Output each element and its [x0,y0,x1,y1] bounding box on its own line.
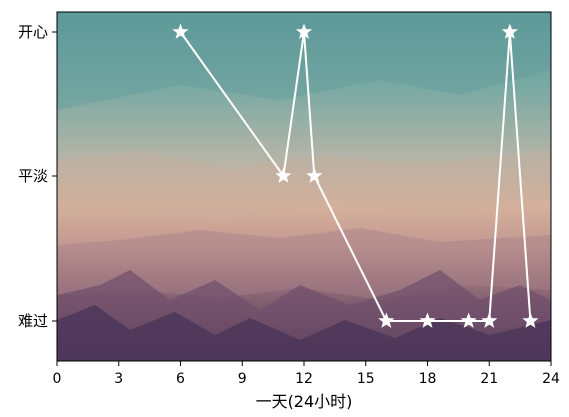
data-point-star [460,312,477,328]
x-axis: 0 3 6 9 12 15 18 21 24 [53,361,560,387]
data-point-star [378,312,395,328]
series-line [179,31,532,322]
x-tick-label: 0 [53,371,62,387]
y-tick-label: 平淡 [18,167,48,185]
x-tick-label: 15 [357,371,375,387]
plot-background [57,12,551,361]
y-tick-label: 开心 [18,23,48,41]
x-tick-label: 21 [480,371,498,387]
data-point-star [501,23,518,39]
series-markers [172,23,539,328]
data-point-star [306,167,323,183]
x-tick-label: 9 [238,371,247,387]
x-tick-label: 12 [295,371,313,387]
x-tick-label: 18 [419,371,437,387]
data-point-star [481,312,498,328]
y-tick-label: 难过 [18,312,48,330]
x-axis-label: 一天(24小时) [256,392,353,411]
data-point-star [295,23,313,39]
x-tick-label: 6 [176,371,185,387]
data-point-star [419,312,436,328]
data-point-star [522,312,539,328]
x-tick-label: 3 [114,371,123,387]
data-point-star [172,23,189,39]
x-tick-label: 24 [542,371,560,387]
data-point-star [275,167,292,183]
